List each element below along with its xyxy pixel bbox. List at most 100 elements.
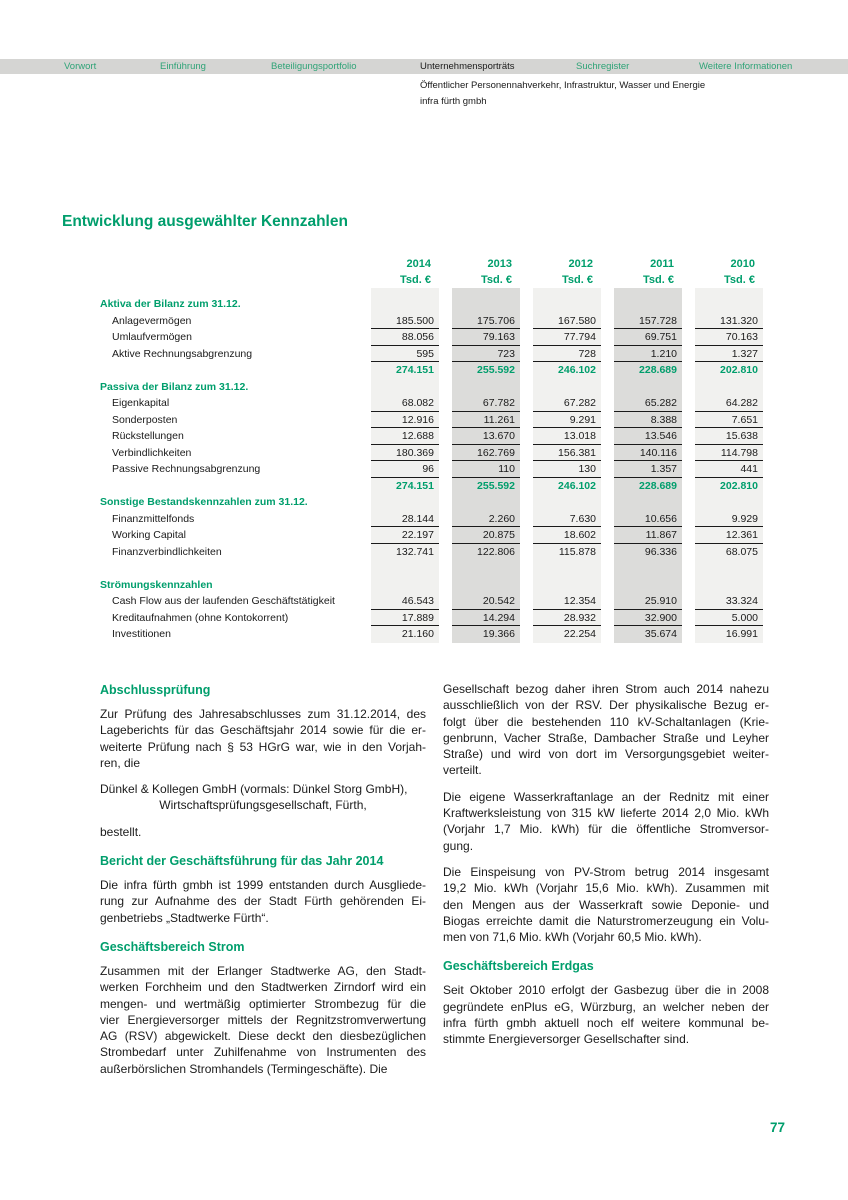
table-cell: 28.144 [371,510,439,527]
row-label: Investitionen [112,628,171,640]
table-cell: 13.018 [533,428,601,445]
table-cell: 140.116 [614,444,682,461]
table-spacer-row [100,288,763,296]
table-cell: 9.929 [695,510,763,527]
table-row: Umlaufvermögen 88.056 79.163 77.794 69.751 70… [100,329,763,346]
nav-item-suchregister[interactable]: Suchregister [576,61,630,72]
table-cell: 32.900 [614,609,682,626]
table-row: Sonderposten 12.916 11.261 9.291 8.388 7.651 [100,411,763,428]
table-cell: 20.542 [452,593,520,610]
table-cell: 122.806 [452,543,520,560]
row-label: Kreditaufnahmen (ohne Kontokorrent) [112,611,289,624]
table-section-row: Aktiva der Bilanz zum 31.12. [100,296,763,313]
table-cell: 180.369 [371,444,439,461]
table-total-row: 274.151 255.592 246.102 228.689 202.810 [100,477,763,494]
table-cell: 68.075 [695,543,763,560]
table-cell: 2.260 [452,510,520,527]
table-cell [533,296,601,313]
table-cell [695,560,763,577]
header-section-line: Öffentlicher Personennahverkehr, Infrast… [420,80,706,91]
row-label: Eigenkapital [112,397,170,409]
table-cell: 728 [533,345,601,362]
paragraph-line: infra fürth gmbh aktuell noch elf weiter… [443,1016,769,1031]
paragraph-line: Lageberichts für das Geschäftsjahr 2014 … [100,723,426,738]
table-cell: 22.254 [533,626,601,643]
paragraph-line: Gesellschaft bezog daher ihren Strom auc… [443,682,769,696]
paragraph: Seit Oktober 2010 erfolgt der Gasbezug ü… [443,982,769,1047]
paragraph-line: den Mengen aus der Wasserkraft sowie Dep… [443,897,769,912]
table-cell: 157.728 [614,312,682,329]
row-label: Passiva der Bilanz zum 31.12. [100,380,249,393]
paragraph-line: Straße) und wird von dort im Versorgungs… [443,747,769,762]
table-cell: 132.741 [371,543,439,560]
nav-item-unternehmensportr-ts[interactable]: Unternehmensporträts [420,61,515,72]
paragraph-line: Kraftwerksleistung von 315 kW lieferte 2… [443,806,769,821]
paragraph: bestellt. [100,824,426,840]
article-heading-abschlusspr-fung: Abschlussprüfung [100,683,211,697]
nav-item-einf-hrung[interactable]: Einführung [160,61,206,72]
paragraph-line: ausschließlich von der RSV. Der physikal… [443,698,769,713]
nav-item-weitere-informationen[interactable]: Weitere Informationen [699,61,793,72]
paragraph: Zusammen mit der Erlanger Stadtwerke AG,… [100,963,426,1077]
row-label: Finanzmittelfonds [112,512,195,525]
nav-item-beteiligungsportfolio[interactable]: Beteiligungsportfolio [271,61,357,72]
table-cell: 202.810 [695,477,763,494]
year-header: 2011 [650,258,674,270]
page-title: Entwicklung ausgewählter Kennzahlen [62,213,348,231]
table-cell [371,494,439,511]
unit-label: Tsd. € [481,274,512,286]
year-header: 2010 [730,258,755,270]
table-cell: 130 [533,461,601,478]
table-cell: 228.689 [614,477,682,494]
table-cell: 77.794 [533,329,601,346]
table-cell: 162.769 [452,444,520,461]
table-cell [533,576,601,593]
table-cell: 7.651 [695,411,763,428]
table-cell: 274.151 [371,362,439,379]
table-cell: 67.282 [533,395,601,412]
table-row: Investitionen 21.160 19.366 22.254 35.674 16.… [100,626,763,643]
table-cell: 18.602 [533,527,601,544]
table-cell: 28.932 [533,609,601,626]
table-cell: 167.580 [533,312,601,329]
table-cell: 131.320 [695,312,763,329]
paragraph-line: bestellt. [100,824,142,839]
table-cell: 19.366 [452,626,520,643]
table-cell: 114.798 [695,444,763,461]
paragraph-line: Zusammen mit der Erlanger Stadtwerke AG,… [100,963,426,978]
table-cell: 88.056 [371,329,439,346]
paragraph: Gesellschaft bezog daher ihren Strom auc… [443,681,769,779]
table-section-row: Passiva der Bilanz zum 31.12. [100,378,763,395]
paragraph-line: ren, die [100,755,141,770]
paragraph-line: Zur Prüfung des Jahresabschlusses zum 31… [100,707,426,721]
paragraph-line: Die Einspeisung von PV-Strom betrug 2014… [443,864,769,879]
table-cell: 25.910 [614,593,682,610]
table-row: Aktive Rechnungsabgrenzung 595 723 728 1.210… [100,345,763,362]
table-total-row: 274.151 255.592 246.102 228.689 202.810 [100,362,763,379]
table-cell: 185.500 [371,312,439,329]
year-header: 2013 [487,258,512,270]
table-section-row: Strömungskennzahlen [100,576,763,593]
table-cell: 175.706 [452,312,520,329]
paragraph-line: weiterte Prüfung nach § 53 HGrG war, wie… [100,739,426,754]
table-row: Eigenkapital 68.082 67.782 67.282 65.282 64.2… [100,395,763,412]
spacer-cell [695,288,763,296]
nav-item-vorwort[interactable]: Vorwort [64,61,97,72]
unit-label: Tsd. € [643,274,674,286]
table-cell: 46.543 [371,593,439,610]
table-cell: 67.782 [452,395,520,412]
table-row: Working Capital 22.197 20.875 18.602 11.867 1… [100,527,763,544]
row-label: Anlagevermögen [112,314,192,327]
paragraph-line: (Vorjahr 1,7 Mio. kWh) für die öffentlic… [443,822,769,837]
table-cell [614,296,682,313]
table-unit-row: Tsd. € Tsd. € Tsd. € Tsd. € Tsd. € [100,272,763,288]
paragraph-line: gung. [443,838,474,853]
paragraph-line: Seit Oktober 2010 erfolgt der Gasbezug ü… [443,983,769,998]
row-label: Finanzverbindlichkeiten [112,545,222,558]
table-cell: 70.163 [695,329,763,346]
table-cell [614,560,682,577]
table-cell: 96.336 [614,543,682,560]
paragraph-line: stimmte Energieversorger Gesellschafter … [443,1032,690,1047]
table-cell: 255.592 [452,362,520,379]
header-company-line: infra fürth gmbh [420,96,487,107]
